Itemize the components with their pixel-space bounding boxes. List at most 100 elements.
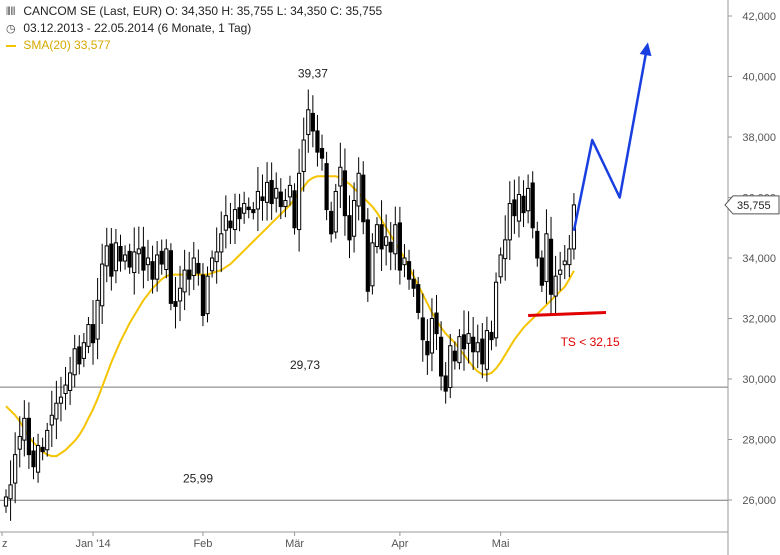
candle [287,175,293,206]
candle [342,148,348,236]
horizontal-lines: 29,73 25,99 [0,358,728,501]
candle [200,263,206,327]
candle-body [535,230,540,259]
candle-body [72,348,77,376]
candle [558,251,563,291]
candle-body [342,170,348,217]
candle-body [521,195,526,214]
candle [17,416,22,468]
candle-body [132,251,137,274]
candle [173,277,178,329]
horizontal-line-label: 25,99 [183,471,213,485]
candle [219,211,224,273]
candle [81,333,86,368]
candle [141,226,146,289]
candle-body [466,333,471,344]
candle-body [17,435,22,450]
candle-body [310,112,315,132]
candle-body [228,220,233,229]
candle-body [370,242,375,287]
candle [507,181,512,260]
candle-body [196,262,201,274]
candle-body [113,242,119,272]
candle-body [81,342,86,359]
candle [260,174,265,221]
candle [333,183,338,239]
candle-body [558,269,563,275]
candle-body [484,330,489,370]
candle-body [526,187,531,212]
last-price-marker: 35,755 [724,195,780,215]
candle-body [516,193,522,222]
sma-line [5,175,575,458]
candle-body [219,233,224,253]
candle [13,432,18,504]
candle-body [411,278,416,289]
candle-body [283,200,288,208]
candle-body [210,257,215,272]
candle-body [237,207,242,220]
y-tick-label: 30,000 [742,374,776,386]
candle [429,298,435,372]
candle [471,316,476,371]
candle-body [374,224,380,248]
candle-body [127,250,132,268]
sma-legend[interactable]: SMA(20) 33,577 [6,38,111,52]
candle [324,151,329,221]
candle [210,250,215,278]
candle-body [498,254,503,278]
candle-body [489,331,494,341]
candle-body [200,274,206,316]
candle [100,243,105,325]
candle-body [155,254,160,280]
candle-body [548,238,554,295]
y-axis: 26,00028,00030,00032,00034,00036,00038,0… [727,0,776,555]
candle-body [338,166,343,187]
candle-body [223,215,228,231]
candle-body [475,342,480,353]
candle-body [3,496,9,507]
candle-body [319,147,325,159]
candle [526,174,531,224]
candle [54,380,59,440]
candle [388,222,393,271]
candle-body [333,190,338,233]
candle [237,193,242,232]
sma-legend-value: 33,577 [74,38,111,52]
candle-body [553,275,558,297]
candle-body [379,224,384,250]
candle [155,241,160,292]
candle [297,148,302,252]
candle [448,333,453,399]
candle-body [397,222,402,271]
x-tick-label: Jan '14 [75,538,110,550]
candle [315,114,320,167]
candle-body [109,243,114,277]
candle [274,172,279,213]
candle-body [452,350,457,362]
candle [434,294,439,350]
candle-body [26,417,31,456]
candle [242,191,247,224]
candle [95,277,100,360]
candle [310,95,315,148]
candle-body [255,190,260,210]
candle-body [122,254,128,262]
header-range-row: ◷ 03.12.2013 - 22.05.2014 (6 Monate, 1 T… [6,21,251,35]
candle [562,244,567,280]
candle [461,310,467,371]
candle [292,183,297,235]
candle [535,221,540,267]
candle [45,422,50,457]
candle [420,293,425,362]
horizontal-line-label: 29,73 [290,358,320,372]
peak-label: 39,37 [298,67,328,81]
candle [443,362,448,404]
candle-body [567,248,572,266]
annotation-layer: 39,37 TS < 32,15 [298,42,652,349]
candle [132,227,137,295]
candle-body [95,299,100,340]
candle-body [434,312,439,335]
candlestick-series [3,89,577,521]
